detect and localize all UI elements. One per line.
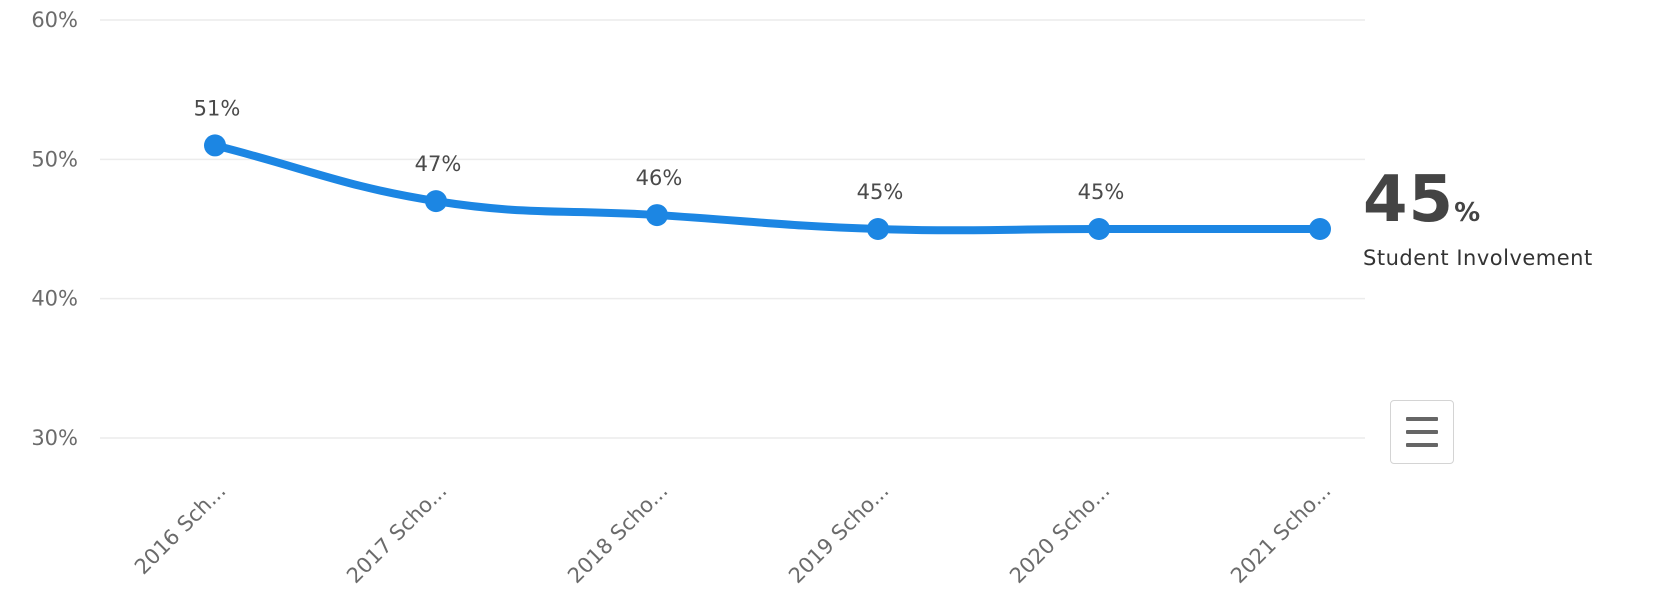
x-tick-label: 2018 Scho...: [563, 479, 672, 588]
y-tick-label: 40%: [31, 287, 78, 311]
data-point[interactable]: [867, 218, 889, 240]
data-point[interactable]: [1088, 218, 1110, 240]
y-tick-label: 60%: [31, 8, 78, 32]
x-axis-ticks: 2016 Sch... 2017 Scho... 2018 Scho... 2019 …: [130, 479, 1336, 588]
x-tick-label: 2019 Scho...: [784, 479, 893, 588]
data-label: 45%: [1078, 180, 1125, 204]
y-axis-ticks: 30% 40% 50% 60%: [31, 8, 78, 450]
summary-unit: %: [1454, 198, 1481, 228]
y-tick-label: 30%: [31, 426, 78, 450]
data-point[interactable]: [204, 134, 226, 157]
series-student-involvement: [204, 134, 1331, 240]
data-label: 47%: [415, 152, 462, 176]
data-point[interactable]: [1309, 218, 1331, 240]
chart-menu-button[interactable]: [1390, 400, 1454, 464]
data-label: 51%: [194, 96, 241, 120]
data-point[interactable]: [425, 190, 447, 213]
grid-lines: [100, 19, 1365, 439]
data-point[interactable]: [646, 204, 668, 227]
x-tick-label: 2021 Scho...: [1226, 479, 1335, 588]
y-tick-label: 50%: [31, 147, 78, 171]
x-tick-label: 2016 Sch...: [130, 479, 231, 580]
series-line: [211, 141, 1324, 235]
x-tick-label: 2017 Scho...: [342, 479, 451, 588]
summary-stat: 45% Student Involvement: [1363, 168, 1592, 270]
x-tick-label: 2020 Scho...: [1005, 479, 1114, 588]
data-label: 45%: [857, 180, 904, 204]
data-label: 46%: [636, 166, 683, 190]
data-labels: 51% 47% 46% 45% 45%: [194, 96, 1125, 204]
summary-value: 45: [1363, 163, 1455, 237]
summary-label: Student Involvement: [1363, 246, 1593, 270]
